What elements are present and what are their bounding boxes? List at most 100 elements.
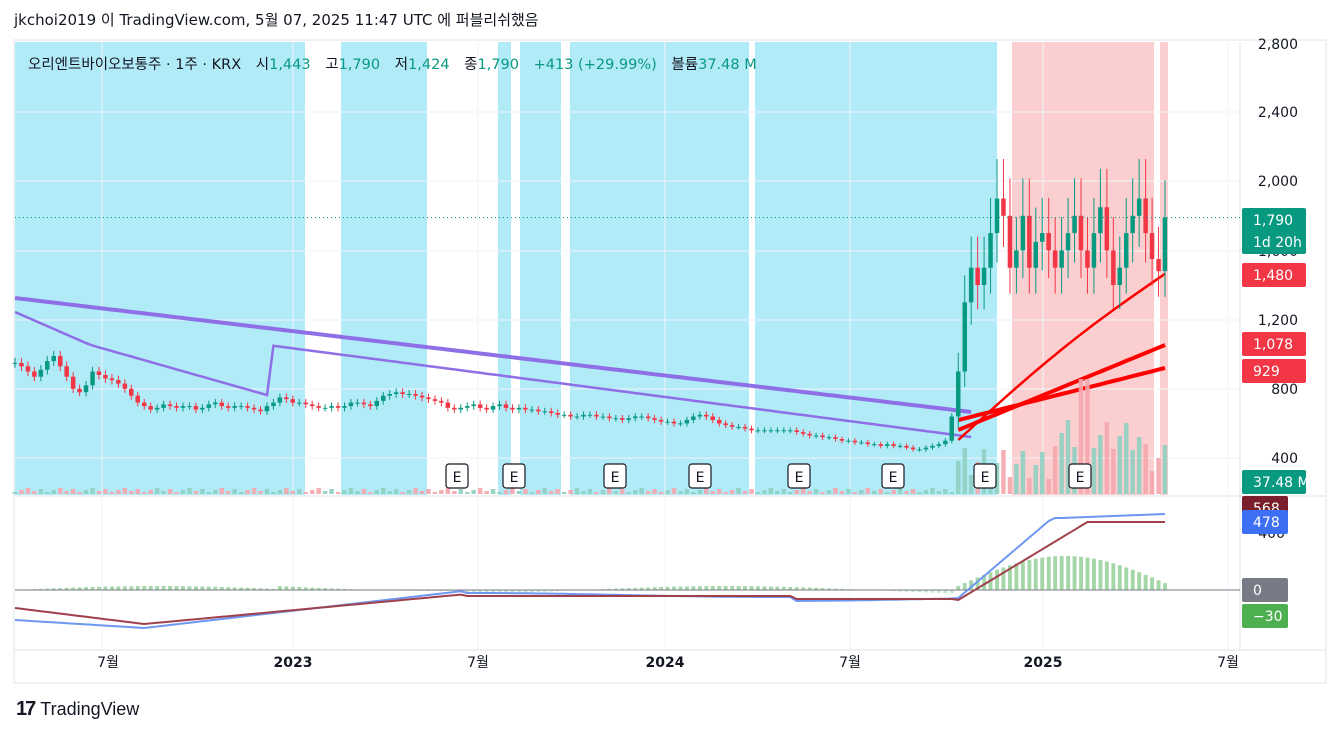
volume-bar	[245, 490, 250, 494]
candle	[1033, 207, 1038, 294]
histogram-bar	[226, 587, 231, 590]
candle-body	[38, 369, 44, 377]
candle-body	[1085, 250, 1090, 268]
candle-body	[1143, 198, 1148, 234]
change-value: +413 (+29.99%)	[533, 57, 657, 73]
volume-bar	[872, 491, 877, 494]
volume-bar	[503, 490, 509, 494]
candle	[251, 404, 257, 414]
candle	[1104, 168, 1110, 279]
histogram-bar	[232, 587, 237, 590]
histogram-bar	[710, 586, 715, 590]
candle-body	[452, 407, 457, 410]
candle	[949, 413, 954, 444]
candle-body	[264, 406, 270, 412]
candle	[536, 406, 541, 415]
volume-bar	[665, 490, 670, 494]
candle	[1052, 217, 1058, 294]
histogram-bar	[685, 586, 689, 590]
candle	[568, 411, 573, 420]
candle-body	[684, 419, 690, 424]
volume-bar	[348, 488, 354, 494]
volume-bar	[587, 489, 593, 494]
volume-bar	[800, 488, 806, 494]
tradingview-logo-icon: 17	[16, 698, 36, 720]
histogram-bar	[1111, 563, 1116, 590]
volume-bar	[200, 489, 205, 494]
histogram-bar	[265, 588, 269, 590]
histogram-bar	[1079, 556, 1083, 590]
volume-bar	[368, 492, 373, 494]
earnings-marker-box	[603, 463, 627, 489]
price-label: 37.48 M	[1242, 470, 1310, 494]
candle	[542, 407, 547, 415]
volume-bar	[439, 490, 444, 494]
candle-body	[303, 402, 308, 405]
candle-body	[549, 411, 554, 413]
candle	[943, 438, 948, 447]
candle	[122, 379, 128, 393]
histogram-bar	[982, 574, 987, 590]
candle-body	[833, 437, 838, 439]
histogram-bar	[769, 586, 773, 590]
candle-body	[1149, 233, 1155, 259]
histogram-bar	[51, 588, 56, 590]
candle	[956, 352, 961, 428]
high-value: 1,790	[338, 57, 381, 73]
volume-bar	[923, 490, 929, 494]
signal-line	[14, 521, 1165, 626]
candle-body	[445, 402, 451, 408]
volume-bar	[549, 491, 554, 494]
histogram-bar	[239, 587, 244, 590]
candle-body	[1124, 233, 1129, 268]
volume-bar	[555, 489, 560, 494]
volume-bar	[1065, 420, 1071, 494]
volume-bar	[103, 489, 108, 494]
histogram-bar	[491, 590, 496, 594]
candle	[788, 427, 793, 434]
histogram-bar	[536, 590, 541, 592]
volume-bar	[400, 492, 405, 494]
candle	[717, 416, 722, 427]
candle-body	[555, 413, 560, 415]
volume-bar	[846, 489, 851, 494]
candle	[335, 402, 341, 412]
volume-bar	[142, 492, 147, 494]
histogram-bar	[1014, 563, 1019, 590]
histogram-bar	[181, 586, 185, 590]
tradingview-logo[interactable]: 17 TradingView	[16, 698, 139, 721]
candle-body	[406, 394, 412, 395]
histogram-bar	[936, 590, 941, 593]
symbol-name[interactable]: 오리엔트바이오보통주 · 1주 · KRX	[28, 57, 242, 73]
volume-bar	[917, 492, 922, 494]
candle	[432, 395, 438, 405]
histogram-bar	[555, 590, 560, 592]
candle-body	[1001, 198, 1006, 216]
histogram-bar	[310, 587, 315, 590]
volume-bar	[613, 491, 619, 494]
histogram-bar	[549, 590, 554, 592]
candle	[807, 430, 812, 439]
histogram-bar	[1124, 567, 1129, 590]
candle-body	[477, 404, 483, 408]
volume-bar	[58, 488, 63, 494]
price-label-text: 929	[1253, 364, 1280, 380]
candle	[923, 445, 929, 452]
histogram-bar	[949, 590, 954, 594]
candle-body	[271, 402, 276, 407]
candle	[684, 416, 690, 427]
volume-bar	[542, 488, 547, 494]
ma-long-line	[14, 296, 972, 414]
histogram-bar	[471, 590, 476, 594]
earnings-marker-box	[973, 463, 997, 489]
histogram-bar	[911, 590, 915, 592]
earnings-marker-box	[502, 463, 526, 489]
candle	[620, 414, 625, 424]
candle	[200, 404, 205, 414]
volume-bar	[45, 492, 50, 494]
volume-bar	[290, 491, 295, 494]
histogram-bar	[891, 590, 896, 592]
volume-bar	[225, 491, 231, 494]
histogram-bar	[840, 588, 844, 590]
